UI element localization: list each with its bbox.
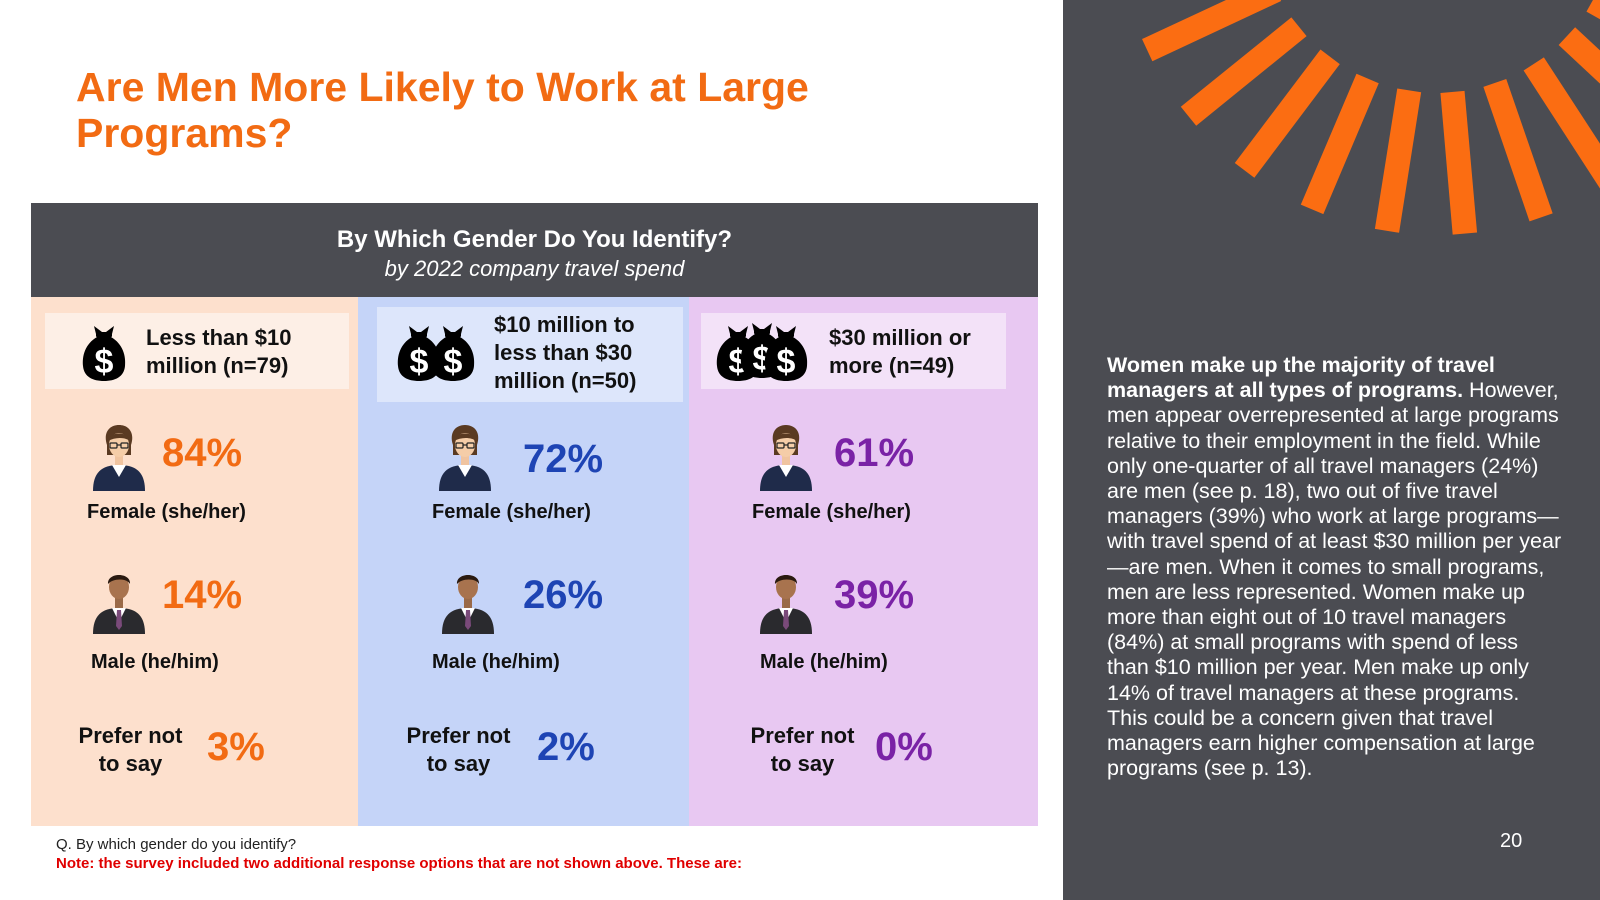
prefer-not-percentage: 0%	[875, 725, 933, 769]
prefer-not-label: Prefer not to say	[750, 723, 855, 776]
female-percentage: 72%	[523, 437, 604, 481]
sunburst-ray	[1180, 17, 1307, 126]
side-body-text: However, men appear overrepresented at l…	[1107, 378, 1562, 781]
column-label: $30 million or more (n=49)	[829, 325, 971, 378]
side-lead-text: Women make up the majority of travel man…	[1107, 353, 1495, 403]
female-person-icon	[758, 421, 814, 491]
money-bag-icon	[81, 322, 127, 382]
female-percentage: 61%	[834, 431, 915, 475]
male-person-icon	[758, 564, 814, 634]
page-number: 20	[1500, 830, 1523, 852]
column-30m-or-more: $30 million or more (n=49) 61% Female (s…	[689, 297, 1038, 826]
sunburst-ray	[1234, 49, 1340, 178]
infographic-header: By Which Gender Do You Identify? by 2022…	[31, 203, 1038, 297]
side-panel: Women make up the majority of travel man…	[1063, 0, 1600, 900]
female-percentage: 84%	[162, 431, 243, 475]
column-10m-to-30m: $10 million to less than $30 million (n=…	[358, 297, 689, 826]
sunburst-ray	[1523, 57, 1600, 189]
column-label: $10 million to less than $30 million (n=…	[494, 312, 637, 393]
column-less-than-10m: Less than $10 million (n=79) 84% Female …	[31, 297, 358, 826]
male-percentage: 26%	[523, 573, 604, 617]
male-label: Male (he/him)	[432, 651, 560, 673]
sunburst-ray	[1300, 73, 1379, 215]
female-label: Female (she/her)	[432, 501, 591, 523]
female-person-icon	[91, 421, 147, 491]
infographic-title: By Which Gender Do You Identify?	[336, 226, 733, 253]
male-person-icon	[440, 564, 496, 634]
male-label: Male (he/him)	[760, 651, 888, 673]
sunburst-ray	[1586, 0, 1600, 20]
prefer-not-label: Prefer not to say	[406, 723, 511, 776]
female-person-icon	[437, 421, 493, 491]
sunburst-ray	[1440, 90, 1478, 235]
survey-question-footnote: Q. By which gender do you identify?	[56, 836, 297, 853]
female-label: Female (she/her)	[752, 501, 911, 523]
sunburst-ray	[1483, 78, 1553, 222]
gender-infographic: By Which Gender Do You Identify? by 2022…	[31, 203, 1038, 826]
infographic-subtitle: by 2022 company travel spend	[384, 256, 685, 281]
survey-note: Note: the survey included two additional…	[56, 855, 742, 872]
male-percentage: 39%	[834, 573, 915, 617]
male-label: Male (he/him)	[91, 651, 219, 673]
female-label: Female (she/her)	[87, 501, 246, 523]
column-label: Less than $10 million (n=79)	[146, 325, 292, 378]
prefer-not-percentage: 3%	[207, 725, 265, 769]
prefer-not-label: Prefer not to say	[78, 723, 183, 776]
page-title: Are Men More Likely to Work at Large Pro…	[76, 64, 809, 156]
money-bag-icon	[430, 322, 476, 382]
sunburst-ray	[1374, 88, 1422, 233]
money-bag-icon	[763, 322, 809, 382]
sunburst-ray	[1142, 0, 1282, 62]
male-person-icon	[91, 564, 147, 634]
sunburst-decoration-icon	[1142, 0, 1600, 235]
sunburst-ray	[1558, 27, 1600, 84]
side-panel-text: Women make up the majority of travel man…	[1107, 353, 1562, 781]
prefer-not-percentage: 2%	[537, 725, 595, 769]
male-percentage: 14%	[162, 573, 243, 617]
